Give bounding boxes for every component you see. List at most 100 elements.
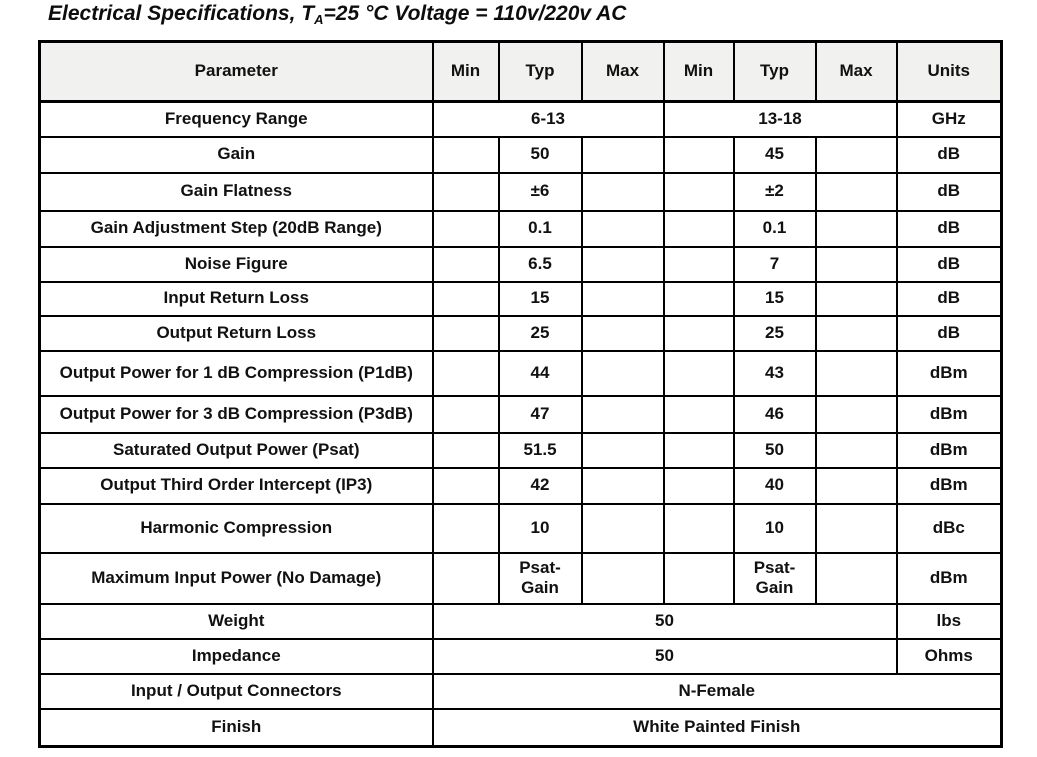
value-cell <box>580 171 665 212</box>
param-cell: Gain Adjustment Step (20dB Range) <box>38 209 434 248</box>
table-row: Impedance 50 Ohms <box>38 637 1003 675</box>
table-row: Input / Output Connectors N-Female <box>38 672 1003 710</box>
param-cell: Finish <box>38 707 434 748</box>
value-cell: 51.5 <box>497 431 583 469</box>
value-cell: Psat- Gain <box>497 551 583 605</box>
param-cell: Weight <box>38 602 434 640</box>
value-cell <box>814 502 898 554</box>
unit-cell: dB <box>895 245 1003 283</box>
value-cell <box>580 431 665 469</box>
value-cell: 40 <box>732 466 817 505</box>
value-cell: 10 <box>732 502 817 554</box>
value-cell: 10 <box>497 502 583 554</box>
value-cell: 25 <box>732 314 817 352</box>
table-row: Harmonic Compression 10 10 dBc <box>38 502 1003 554</box>
table-body: Frequency Range 6-13 13-18 GHz Gain 50 45 dB Gai… <box>38 100 1003 748</box>
page-title: Electrical Specifications, TA=25 °C Volt… <box>48 2 626 27</box>
table-row: Noise Figure 6.5 7 dB <box>38 245 1003 283</box>
value-cell <box>580 280 665 317</box>
title-subscript: A <box>314 12 324 27</box>
unit-cell: dB <box>895 280 1003 317</box>
header-cell-typ-2: Typ <box>497 40 583 103</box>
unit-cell: Ohms <box>895 637 1003 675</box>
value-cell: 42 <box>497 466 583 505</box>
table-row: Maximum Input Power (No Damage) Psat- Gai… <box>38 551 1003 605</box>
unit-cell: dBm <box>895 551 1003 605</box>
param-cell: Impedance <box>38 637 434 675</box>
value-cell <box>814 171 898 212</box>
value-cell <box>431 551 500 605</box>
value-cell <box>814 135 898 174</box>
value-cell: 6-13 <box>431 100 665 138</box>
header-cell-units-7: Units <box>895 40 1003 103</box>
value-cell: 13-18 <box>662 100 898 138</box>
value-cell: 44 <box>497 349 583 397</box>
unit-cell: lbs <box>895 602 1003 640</box>
param-cell: Input / Output Connectors <box>38 672 434 710</box>
value-cell <box>431 280 500 317</box>
value-cell <box>814 209 898 248</box>
param-cell: Output Third Order Intercept (IP3) <box>38 466 434 505</box>
value-cell <box>580 466 665 505</box>
table-row: Finish White Painted Finish <box>38 707 1003 748</box>
value-cell <box>580 349 665 397</box>
unit-cell: GHz <box>895 100 1003 138</box>
value-cell: 45 <box>732 135 817 174</box>
value-cell <box>431 349 500 397</box>
param-cell: Input Return Loss <box>38 280 434 317</box>
value-cell: 0.1 <box>497 209 583 248</box>
value-cell <box>814 394 898 434</box>
value-cell <box>431 245 500 283</box>
value-cell: White Painted Finish <box>431 707 1003 748</box>
value-cell: 50 <box>431 637 898 675</box>
param-cell: Noise Figure <box>38 245 434 283</box>
value-cell <box>431 431 500 469</box>
value-cell <box>431 135 500 174</box>
header-cell-typ-5: Typ <box>732 40 817 103</box>
value-cell <box>662 502 735 554</box>
value-cell <box>662 431 735 469</box>
unit-cell: dBm <box>895 466 1003 505</box>
param-cell: Frequency Range <box>38 100 434 138</box>
table-row: Frequency Range 6-13 13-18 GHz <box>38 100 1003 138</box>
table-row: Output Power for 1 dB Compression (P1dB)… <box>38 349 1003 397</box>
unit-cell: dB <box>895 171 1003 212</box>
unit-cell: dBm <box>895 349 1003 397</box>
value-cell <box>431 314 500 352</box>
param-cell: Gain <box>38 135 434 174</box>
value-cell: N-Female <box>431 672 1003 710</box>
value-cell <box>431 394 500 434</box>
unit-cell: dB <box>895 209 1003 248</box>
unit-cell: dB <box>895 135 1003 174</box>
table-row: Output Power for 3 dB Compression (P3dB)… <box>38 394 1003 434</box>
value-cell <box>662 209 735 248</box>
param-cell: Harmonic Compression <box>38 502 434 554</box>
value-cell <box>662 280 735 317</box>
value-cell <box>431 502 500 554</box>
value-cell: 47 <box>497 394 583 434</box>
unit-cell: dBc <box>895 502 1003 554</box>
value-cell: 25 <box>497 314 583 352</box>
param-cell: Saturated Output Power (Psat) <box>38 431 434 469</box>
param-cell: Output Power for 1 dB Compression (P1dB) <box>38 349 434 397</box>
table-row: Input Return Loss 15 15 dB <box>38 280 1003 317</box>
value-cell <box>580 502 665 554</box>
table-row: Saturated Output Power (Psat) 51.5 50 dBm <box>38 431 1003 469</box>
electrical-specifications-table: Parameter Min Typ Max Min Typ Max Units Frequen… <box>38 40 1003 748</box>
unit-cell: dBm <box>895 431 1003 469</box>
unit-cell: dB <box>895 314 1003 352</box>
value-cell <box>662 245 735 283</box>
value-cell <box>814 466 898 505</box>
value-cell: 50 <box>732 431 817 469</box>
value-cell <box>580 394 665 434</box>
value-cell: Psat- Gain <box>732 551 817 605</box>
title-prefix: Electrical Specifications, T <box>48 2 315 25</box>
value-cell <box>814 431 898 469</box>
header-cell-min-1: Min <box>431 40 500 103</box>
value-cell: 43 <box>732 349 817 397</box>
header-cell-min-4: Min <box>662 40 735 103</box>
value-cell <box>814 314 898 352</box>
param-cell: Output Return Loss <box>38 314 434 352</box>
value-cell <box>580 314 665 352</box>
